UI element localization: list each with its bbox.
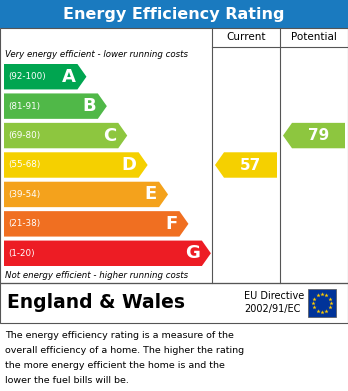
Polygon shape	[4, 152, 148, 178]
Bar	[308, 289, 336, 317]
Text: Energy Efficiency Rating: Energy Efficiency Rating	[63, 7, 285, 22]
Text: 57: 57	[240, 158, 261, 172]
Text: 79: 79	[308, 128, 329, 143]
Text: B: B	[82, 97, 96, 115]
Text: (1-20): (1-20)	[8, 249, 34, 258]
Text: D: D	[122, 156, 137, 174]
Text: Very energy efficient - lower running costs: Very energy efficient - lower running co…	[5, 50, 188, 59]
Polygon shape	[4, 240, 211, 266]
Text: (69-80): (69-80)	[8, 131, 40, 140]
Bar	[0, 28, 348, 283]
Text: the more energy efficient the home is and the: the more energy efficient the home is an…	[5, 361, 225, 370]
Text: F: F	[165, 215, 177, 233]
Polygon shape	[4, 211, 188, 237]
Polygon shape	[4, 182, 168, 207]
Bar	[0, 0, 348, 28]
Text: G: G	[185, 244, 200, 262]
Text: The energy efficiency rating is a measure of the: The energy efficiency rating is a measur…	[5, 330, 234, 340]
Bar	[0, 283, 348, 323]
Text: England & Wales: England & Wales	[7, 294, 185, 312]
Text: Not energy efficient - higher running costs: Not energy efficient - higher running co…	[5, 271, 188, 280]
Polygon shape	[4, 93, 107, 119]
Text: (39-54): (39-54)	[8, 190, 40, 199]
Text: C: C	[103, 127, 116, 145]
Text: (21-38): (21-38)	[8, 219, 40, 228]
Polygon shape	[215, 152, 277, 178]
Polygon shape	[283, 123, 345, 148]
Polygon shape	[4, 64, 86, 90]
Text: Potential: Potential	[291, 32, 337, 43]
Text: overall efficiency of a home. The higher the rating: overall efficiency of a home. The higher…	[5, 346, 244, 355]
Text: E: E	[145, 185, 157, 203]
Text: EU Directive: EU Directive	[244, 291, 304, 301]
Text: lower the fuel bills will be.: lower the fuel bills will be.	[5, 376, 129, 385]
Text: (81-91): (81-91)	[8, 102, 40, 111]
Text: (55-68): (55-68)	[8, 160, 40, 170]
Text: (92-100): (92-100)	[8, 72, 46, 81]
Polygon shape	[4, 123, 127, 148]
Text: 2002/91/EC: 2002/91/EC	[244, 304, 300, 314]
Text: Current: Current	[226, 32, 266, 43]
Text: A: A	[62, 68, 76, 86]
